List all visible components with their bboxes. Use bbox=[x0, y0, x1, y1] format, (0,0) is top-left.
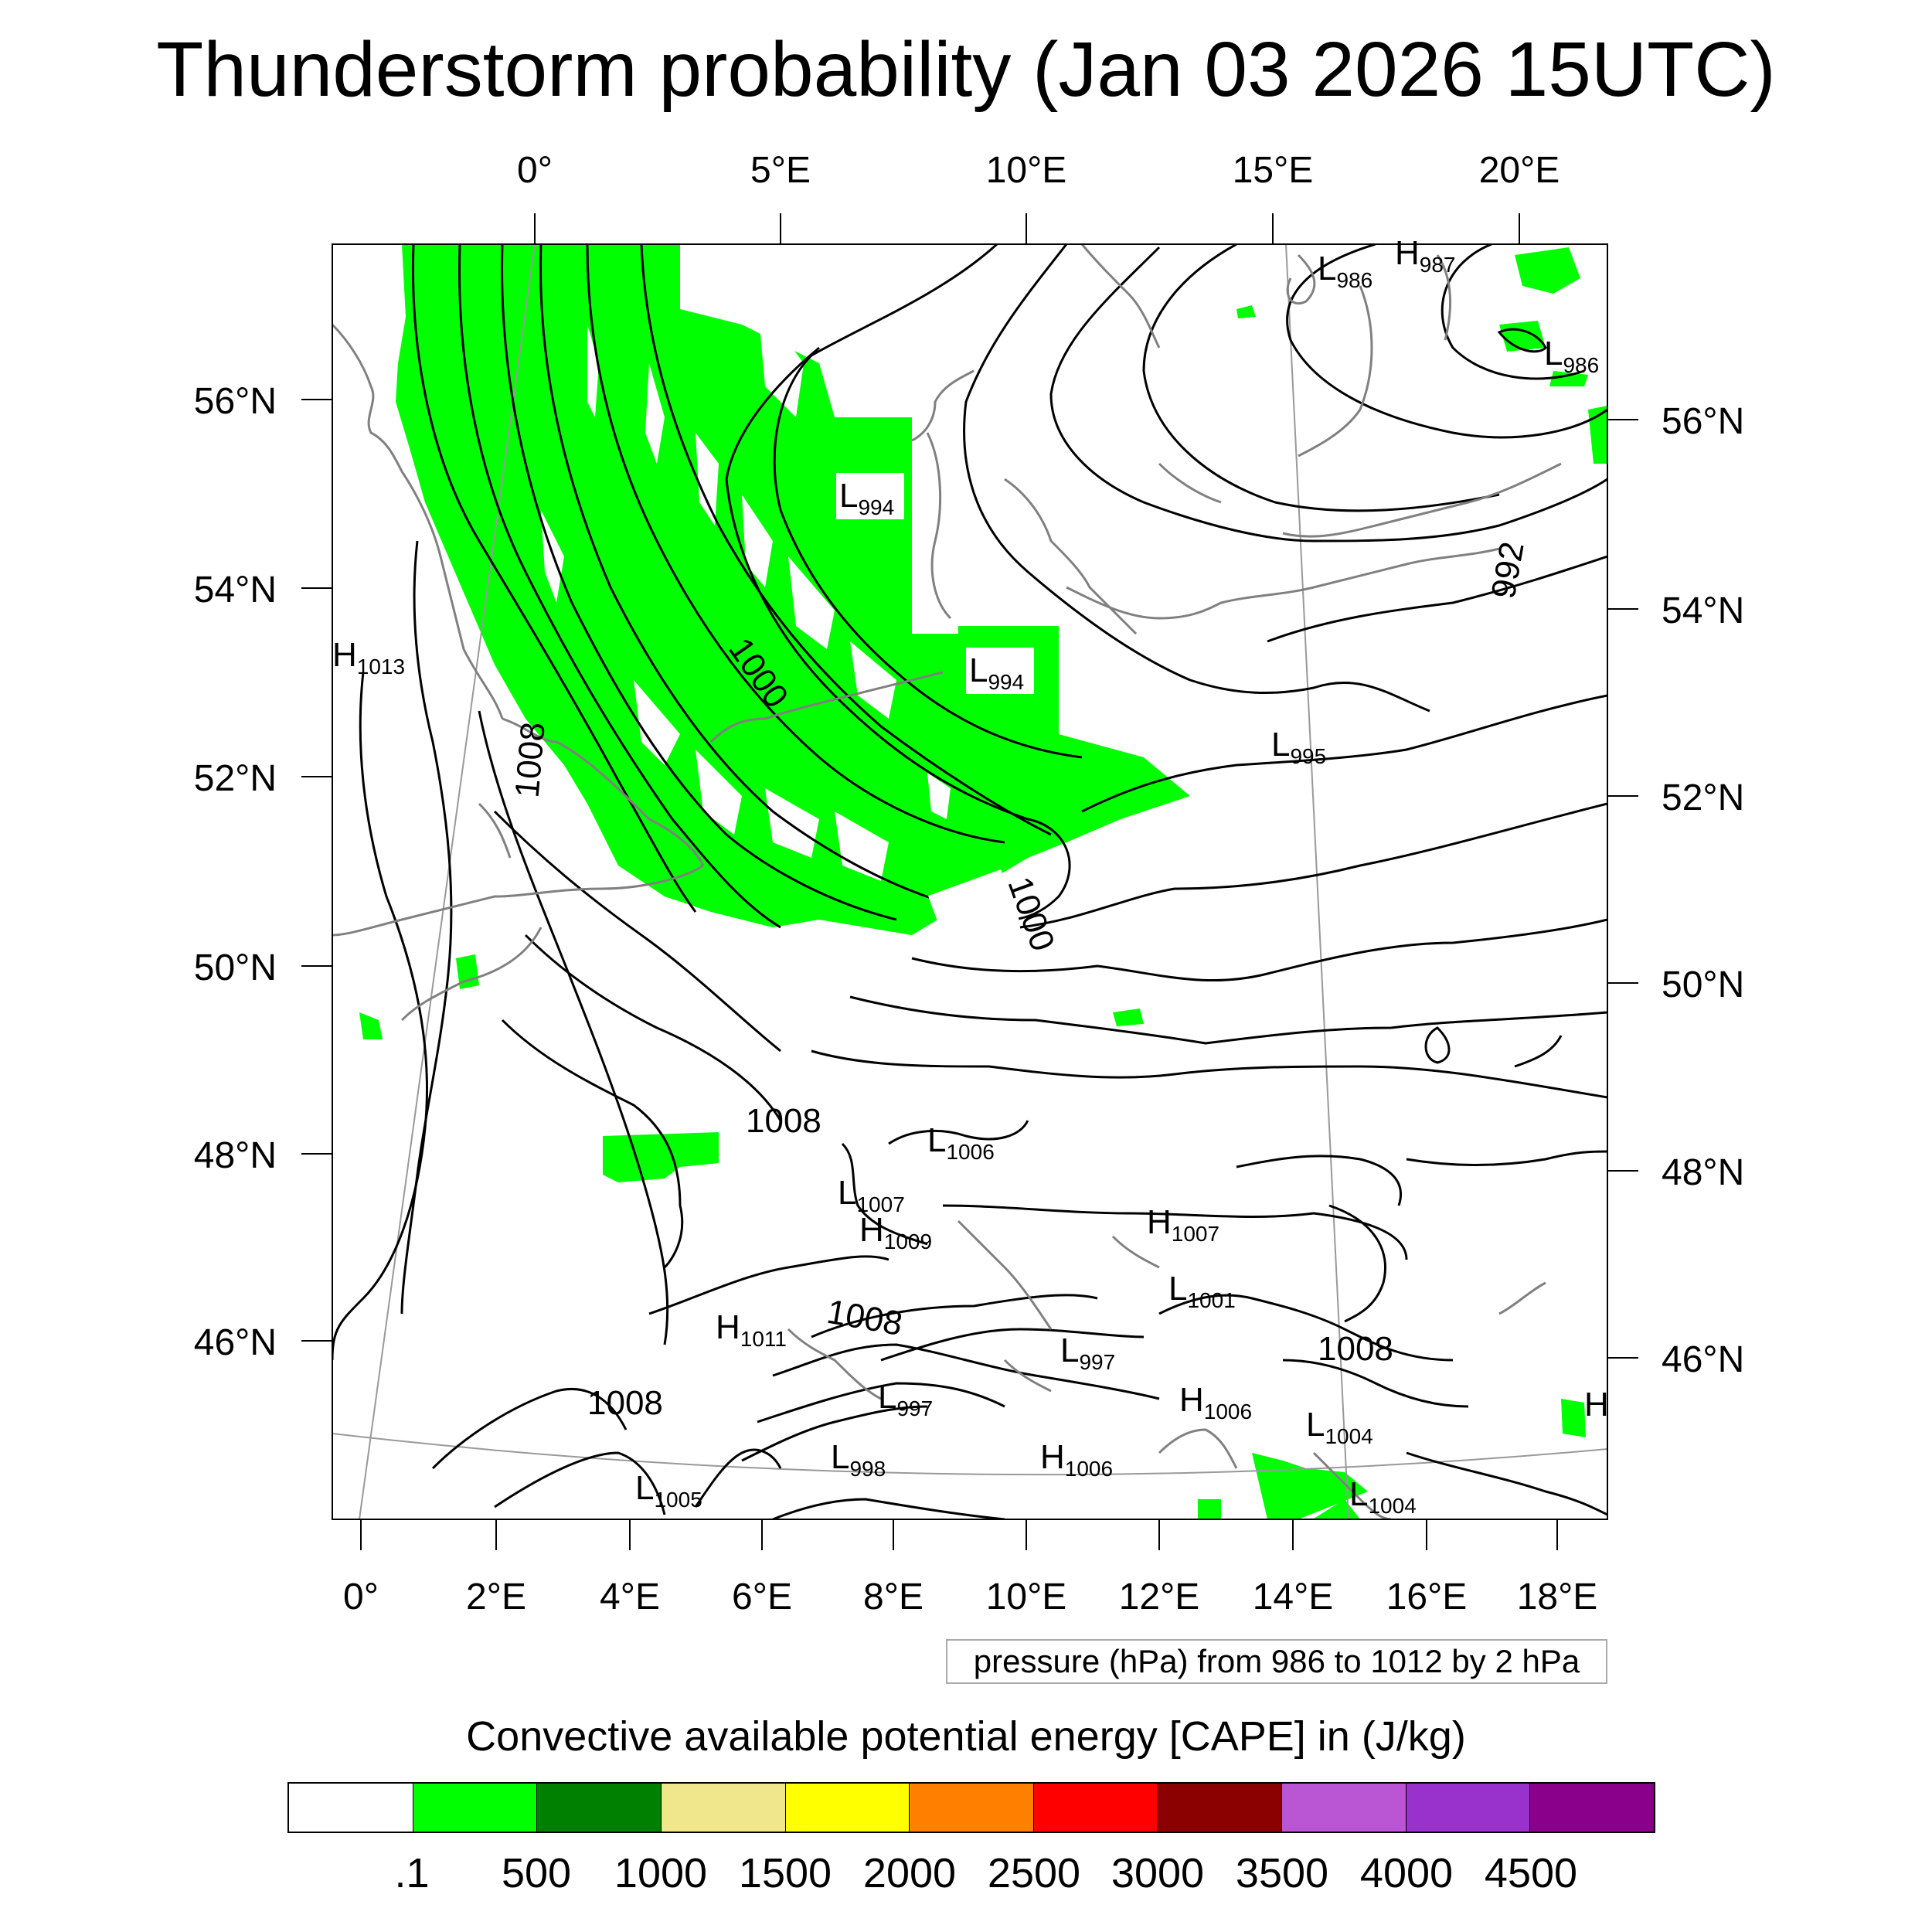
top-lon-label: 0° bbox=[517, 150, 553, 191]
colorbar-label: 4500 bbox=[1484, 1850, 1578, 1896]
pressure-centers: H987 L986 L986 L994 L994 H1013 L995 L100… bbox=[332, 234, 1609, 1518]
bottom-lon-label: 10°E bbox=[986, 1577, 1067, 1617]
colorbar-segment bbox=[1282, 1784, 1406, 1832]
pressure-center: H987 bbox=[1395, 234, 1456, 277]
bottom-lon-label: 6°E bbox=[732, 1577, 792, 1617]
top-lon-label: 10°E bbox=[986, 150, 1067, 191]
bottom-lon-label: 12°E bbox=[1119, 1577, 1200, 1617]
pressure-center: L997 bbox=[1060, 1332, 1115, 1374]
plot-frame bbox=[332, 243, 1608, 1520]
bottom-lon-label: 16°E bbox=[1386, 1577, 1468, 1617]
coastlines bbox=[332, 244, 1562, 1519]
pressure-center: H1006 bbox=[1179, 1381, 1252, 1423]
pressure-center: H1011 bbox=[716, 1308, 787, 1351]
pressure-center: L994 bbox=[969, 651, 1024, 694]
pressure-note: pressure (hPa) from 986 to 1012 by 2 hPa bbox=[946, 1639, 1607, 1684]
graticule bbox=[332, 244, 1607, 1519]
isobar-label: 1008 bbox=[509, 720, 553, 799]
bottom-lon-label: 8°E bbox=[863, 1577, 923, 1617]
colorbar-segment bbox=[537, 1784, 662, 1832]
colorbar bbox=[287, 1782, 1655, 1833]
pressure-center: L986 bbox=[1544, 335, 1599, 377]
colorbar-label: .1 bbox=[394, 1850, 430, 1896]
pressure-center: L986 bbox=[1318, 250, 1372, 292]
right-lat-labels: 56°N 54°N 52°N 50°N 48°N 46°N bbox=[1662, 401, 1744, 1380]
pressure-center: L995 bbox=[1271, 726, 1326, 768]
pressure-center: H1007 bbox=[1147, 1203, 1219, 1246]
pressure-center: H1006 bbox=[1040, 1438, 1113, 1481]
colorbar-segment bbox=[910, 1784, 1034, 1832]
pressure-center: L1006 bbox=[927, 1121, 995, 1164]
right-lat-label: 54°N bbox=[1662, 590, 1744, 631]
map-figure: 0° 5°E 10°E 15°E 20°E 56°N 54°N 52°N 50°… bbox=[194, 150, 1745, 1617]
colorbar-label: 3500 bbox=[1235, 1850, 1329, 1896]
left-lat-label: 56°N bbox=[194, 381, 277, 422]
left-lat-label: 46°N bbox=[194, 1322, 277, 1363]
top-lon-label: 15°E bbox=[1233, 150, 1314, 191]
pressure-center: L997 bbox=[878, 1378, 933, 1420]
colorbar-segment bbox=[1406, 1784, 1531, 1832]
colorbar-label: 3000 bbox=[1111, 1850, 1205, 1896]
colorbar-label: 2000 bbox=[862, 1850, 957, 1896]
bottom-lon-label: 18°E bbox=[1517, 1577, 1598, 1617]
left-lat-label: 50°N bbox=[194, 947, 277, 988]
isobar-label: 1008 bbox=[587, 1384, 663, 1422]
pressure-center: L1007 bbox=[838, 1174, 905, 1216]
isobar-label: 1008 bbox=[746, 1102, 821, 1140]
colorbar-segment bbox=[661, 1784, 786, 1832]
pressure-center: L998 bbox=[831, 1438, 886, 1481]
colorbar-label: 500 bbox=[501, 1850, 572, 1896]
top-lon-label: 5°E bbox=[750, 150, 811, 191]
isobar-label: 992 bbox=[1485, 539, 1532, 601]
colorbar-label: 1500 bbox=[738, 1850, 832, 1896]
bottom-lon-label: 14°E bbox=[1253, 1577, 1334, 1617]
left-lat-label: 48°N bbox=[194, 1135, 277, 1176]
isobar-label: 1008 bbox=[824, 1293, 905, 1343]
cape-gaps bbox=[541, 244, 951, 881]
colorbar-label: 1000 bbox=[614, 1850, 708, 1896]
colorbar-segment bbox=[785, 1784, 910, 1832]
tick-marks bbox=[301, 213, 1638, 1550]
colorbar-segment bbox=[1033, 1784, 1158, 1832]
map-title: Thunderstorm probability (Jan 03 2026 15… bbox=[156, 26, 1776, 113]
right-lat-label: 52°N bbox=[1662, 777, 1744, 818]
left-lat-label: 52°N bbox=[194, 758, 277, 799]
colorbar-label: 4000 bbox=[1359, 1850, 1454, 1896]
bottom-lon-label: 4°E bbox=[600, 1577, 660, 1617]
colorbar-segment bbox=[413, 1784, 538, 1832]
bottom-lon-label: 0° bbox=[343, 1577, 379, 1617]
pressure-center: L1001 bbox=[1168, 1270, 1236, 1312]
isobar-label: 1008 bbox=[1318, 1330, 1393, 1368]
right-lat-label: 46°N bbox=[1662, 1339, 1744, 1380]
pressure-center: H bbox=[1584, 1386, 1609, 1423]
colorbar-segment bbox=[289, 1784, 413, 1832]
right-lat-label: 56°N bbox=[1662, 401, 1744, 442]
right-lat-label: 48°N bbox=[1662, 1152, 1744, 1193]
pressure-center: L994 bbox=[839, 477, 894, 519]
pressure-center: L1005 bbox=[635, 1469, 702, 1512]
left-lat-labels: 56°N 54°N 52°N 50°N 48°N 46°N bbox=[194, 381, 277, 1363]
pressure-center: L1004 bbox=[1349, 1475, 1417, 1518]
bottom-lon-labels: 0° 2°E 4°E 6°E 8°E 10°E 12°E 14°E 16°E 1… bbox=[343, 1577, 1597, 1617]
colorbar-segment bbox=[1158, 1784, 1283, 1832]
pressure-center: L1004 bbox=[1306, 1406, 1373, 1448]
top-lon-label: 20°E bbox=[1479, 150, 1560, 191]
colorbar-label: 2500 bbox=[987, 1850, 1081, 1896]
left-lat-label: 54°N bbox=[194, 570, 277, 611]
pressure-center: H1009 bbox=[859, 1211, 932, 1253]
right-lat-label: 50°N bbox=[1662, 964, 1744, 1005]
isobars bbox=[332, 244, 1607, 1519]
pressure-center: H1013 bbox=[332, 636, 405, 679]
colorbar-segment bbox=[1530, 1784, 1655, 1832]
bottom-lon-label: 2°E bbox=[466, 1577, 526, 1617]
top-lon-labels: 0° 5°E 10°E 15°E 20°E bbox=[517, 150, 1560, 191]
colorbar-title: Convective available potential energy [C… bbox=[466, 1713, 1466, 1760]
